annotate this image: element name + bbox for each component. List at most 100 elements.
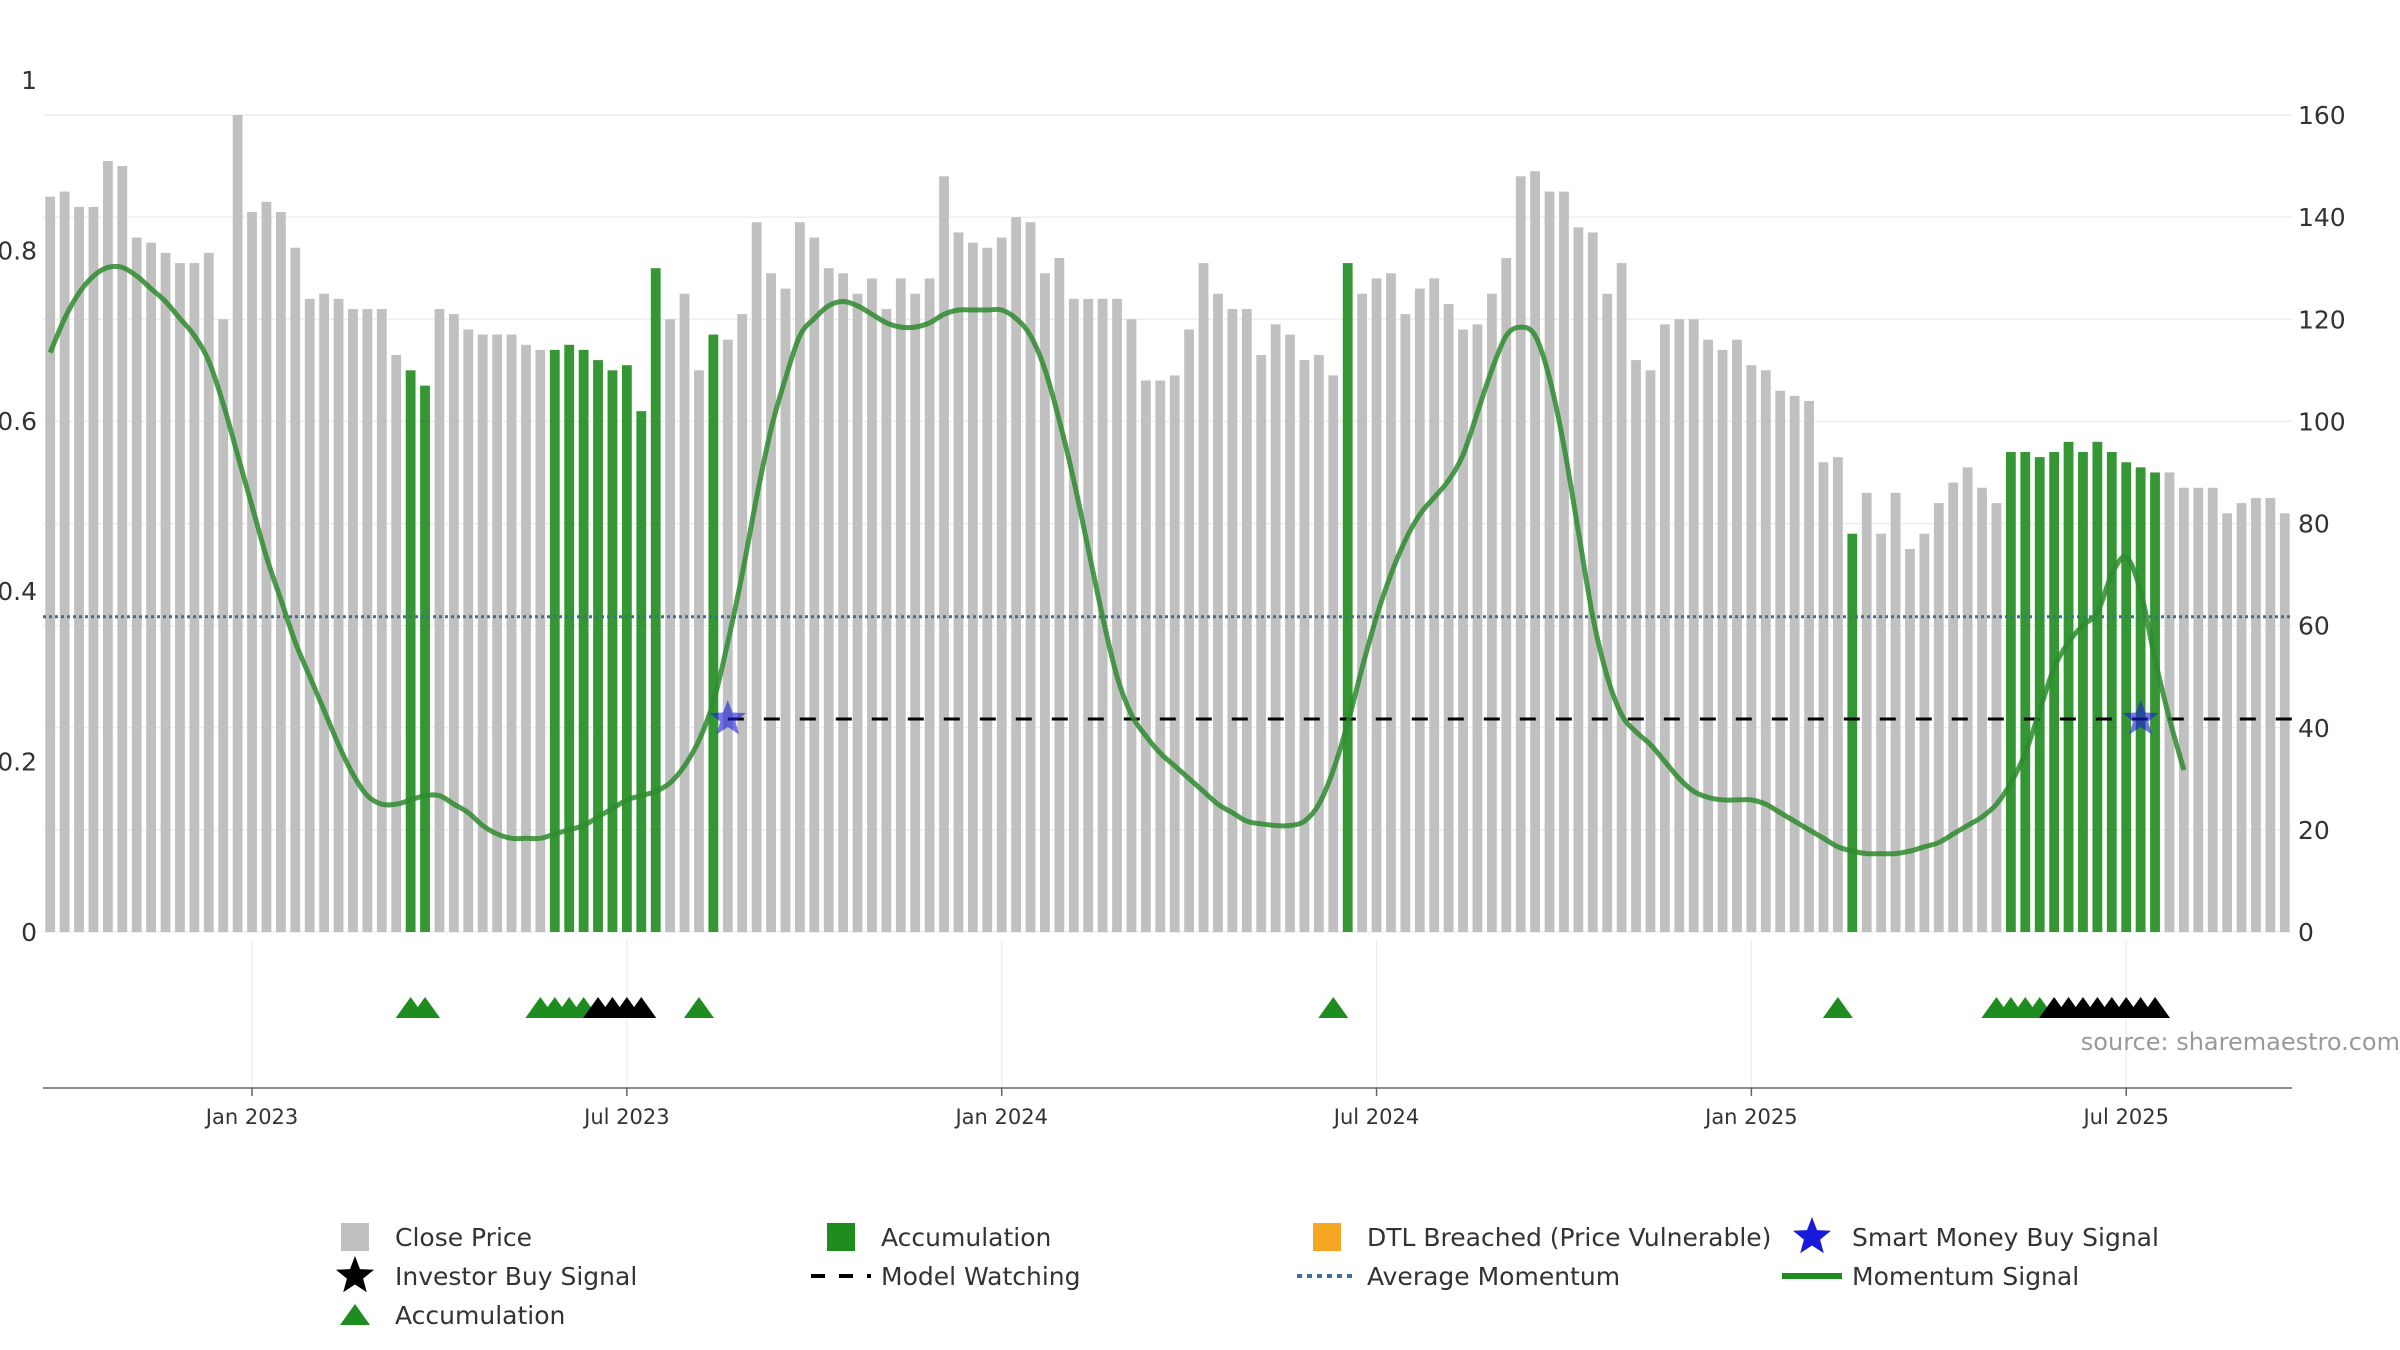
close-price-bar — [1948, 482, 1959, 932]
close-price-bar — [506, 334, 517, 933]
close-price-bar — [434, 309, 445, 933]
right-tick-label: 0 — [2298, 918, 2314, 947]
legend-label: DTL Breached (Price Vulnerable) — [1367, 1223, 1771, 1252]
right-tick-label: 100 — [2298, 407, 2346, 436]
x-tick-label: Jul 2025 — [2081, 1105, 2168, 1129]
accumulation-bar — [2092, 441, 2103, 932]
left-tick-label: 1 — [21, 66, 37, 95]
close-price-bar — [1905, 549, 1915, 932]
close-price-bar — [376, 309, 387, 933]
close-price-bar — [1832, 457, 1843, 932]
close-price-bar — [1458, 329, 1468, 932]
close-price-bar — [275, 212, 286, 933]
right-tick-label: 80 — [2298, 510, 2330, 539]
legend-swatch — [827, 1223, 855, 1251]
close-price-bar — [175, 263, 185, 932]
close-price-bar — [1040, 273, 1050, 932]
close-price-bar — [1717, 349, 1728, 932]
accumulation-bar — [2121, 462, 2132, 932]
accumulation-bar — [2150, 472, 2160, 932]
x-tick-label: Jan 2024 — [953, 1105, 1048, 1129]
close-price-bar — [1299, 360, 1310, 933]
close-price-bar — [1155, 380, 1166, 932]
accumulation-bar — [650, 268, 661, 932]
close-price-bar — [1559, 191, 1569, 932]
close-price-bar — [117, 166, 128, 932]
legend-label: Close Price — [395, 1223, 532, 1252]
close-price-bar — [823, 268, 834, 932]
close-price-bar — [1645, 370, 1656, 932]
close-price-bar — [751, 222, 762, 932]
accumulation-bar — [2049, 452, 2060, 932]
close-price-bar — [895, 278, 906, 932]
close-price-bar — [88, 206, 99, 933]
legend-label: Average Momentum — [1367, 1262, 1620, 1291]
legend-item: Accumulation — [827, 1223, 1051, 1252]
accumulation-bar — [2005, 452, 2016, 932]
accumulation-bar — [578, 349, 589, 932]
legend-label: Accumulation — [881, 1223, 1051, 1252]
close-price-bar — [521, 344, 531, 932]
close-price-bar — [2207, 487, 2218, 932]
close-price-bar — [737, 314, 748, 932]
close-price-bar — [694, 370, 704, 932]
legend-label: Momentum Signal — [1852, 1262, 2079, 1291]
close-price-bar — [2193, 487, 2204, 932]
close-price-bar — [996, 237, 1007, 933]
close-price-bar — [160, 252, 171, 932]
legend-item: Accumulation — [340, 1301, 565, 1330]
x-tick-label: Jul 2023 — [582, 1105, 669, 1129]
close-price-bar — [1472, 324, 1483, 932]
right-tick-label: 20 — [2298, 816, 2330, 845]
legend-item: Close Price — [341, 1223, 532, 1252]
legend-label: Smart Money Buy Signal — [1852, 1223, 2159, 1252]
close-price-bar — [1313, 354, 1324, 932]
close-price-bar — [232, 115, 243, 932]
close-price-bar — [362, 309, 373, 933]
close-price-bar — [1386, 273, 1396, 932]
accumulation-bar — [607, 370, 618, 932]
close-price-bar — [867, 278, 877, 932]
close-price-bar — [910, 293, 921, 932]
close-price-bar — [1544, 191, 1555, 932]
close-price-bar — [1256, 354, 1267, 932]
accumulation-bar — [405, 370, 416, 932]
close-price-bar — [348, 309, 358, 933]
close-price-bar — [1602, 293, 1613, 932]
close-price-bar — [1919, 533, 1930, 932]
close-price-bar — [74, 206, 84, 933]
x-tick-label: Jan 2023 — [204, 1105, 299, 1129]
smart-money-signals — [709, 700, 2159, 735]
accumulation-bar — [593, 360, 603, 933]
accumulation-bar — [2106, 452, 2117, 932]
x-tick-label: Jan 2025 — [1703, 1105, 1798, 1129]
close-price-bar — [1068, 298, 1079, 932]
close-price-bar — [45, 196, 56, 932]
accumulation-bar — [2078, 452, 2088, 932]
close-price-bar — [463, 329, 474, 932]
close-price-bar — [1184, 329, 1195, 932]
accumulation-bar — [2020, 452, 2031, 932]
legend-star-icon — [1793, 1217, 1831, 1254]
close-price-bar — [665, 319, 676, 932]
close-price-bar — [1011, 217, 1022, 932]
close-price-bar — [1357, 293, 1368, 932]
close-price-bar — [1400, 314, 1411, 932]
legend: Close Price Accumulation DTL Breached (Pri… — [336, 1217, 2159, 1330]
close-price-bar — [766, 273, 776, 932]
close-price-bar — [838, 273, 849, 932]
close-price-bar — [881, 309, 892, 933]
close-price-bar — [1270, 324, 1281, 932]
legend-triangle-icon — [340, 1304, 370, 1325]
close-price-bar — [2279, 513, 2290, 932]
legend-item: Average Momentum — [1297, 1262, 1620, 1291]
close-price-bar — [1227, 309, 1238, 933]
close-price-bar — [1515, 176, 1526, 932]
smart-money-star — [709, 700, 746, 735]
accumulation-bar — [549, 349, 560, 932]
close-price-bar — [319, 293, 330, 932]
close-price-bar — [290, 247, 301, 932]
legend-swatch — [1313, 1223, 1341, 1251]
close-price-bar — [1414, 288, 1425, 932]
close-price-bar — [1140, 380, 1151, 932]
